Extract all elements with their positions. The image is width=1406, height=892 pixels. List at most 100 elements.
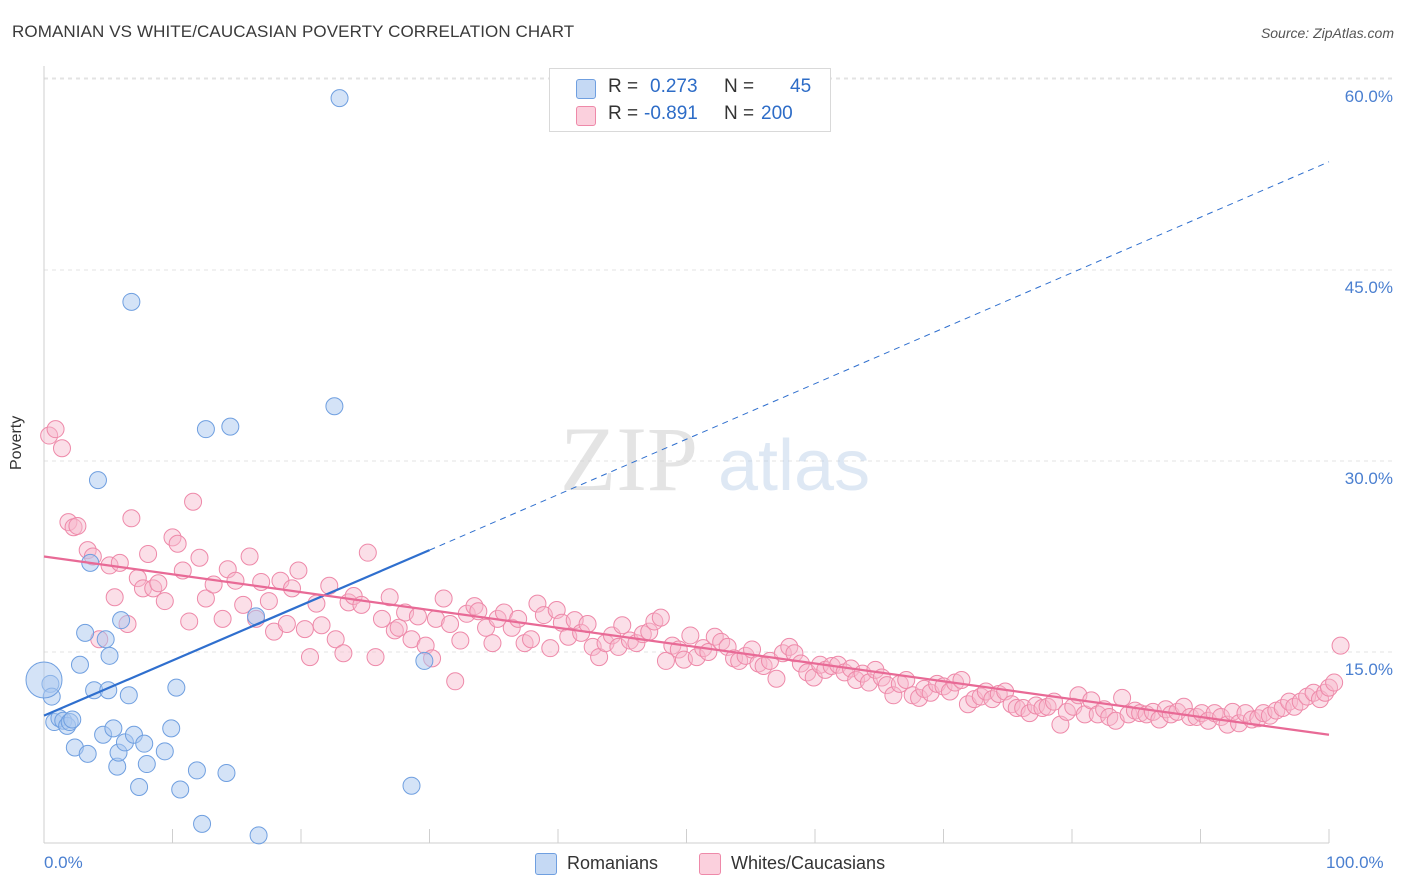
x-tick-max: 100.0% [1326,853,1384,872]
white-caucasian-point [196,589,215,608]
white-caucasian-point [46,420,65,439]
white-caucasian-point [358,543,377,562]
romanian-point [325,397,344,416]
white-caucasian-point [952,671,971,690]
white-caucasian-point [408,607,427,626]
white-caucasian-point [139,544,158,563]
white-caucasian-point [40,426,59,445]
romanian-point [415,651,434,670]
romanian-point [187,761,206,780]
white-caucasian-point [122,509,141,528]
white-caucasian-point [283,579,302,598]
white-caucasian-point [149,574,168,593]
white-caucasian-point [483,634,502,653]
bottom-legend-label: Romanians [567,853,659,873]
watermark-zip: ZIP [560,408,698,510]
legend-swatch-pink [576,106,596,126]
white-caucasian-point [295,620,314,639]
white-caucasian-point [366,648,385,667]
white-caucasian-point [897,671,916,690]
white-caucasian-point [528,594,547,613]
white-caucasian-point [190,548,209,567]
trend-lines [43,161,1330,736]
romanian-point [130,777,149,796]
white-caucasian-point [725,649,744,668]
white-caucasian-point [326,630,345,649]
romanian-point [96,630,115,649]
white-caucasian-point [681,626,700,645]
romanian-point [76,623,95,642]
legend-n-label: N = [724,76,755,97]
romanian-point [122,292,141,311]
romanian-point [119,686,138,705]
legend-n-label: N = [724,103,755,124]
romanian-point [249,826,268,845]
romanian-point [78,744,97,763]
legend-swatch-blue [576,79,596,99]
white-caucasian-point [971,687,990,706]
romanian-point [112,611,131,630]
white-caucasian-point [277,614,296,633]
romanian-point [137,755,156,774]
white-caucasian-point [105,588,124,607]
legend-r-label: R = [608,76,639,97]
white-caucasian-point [541,639,560,658]
white-caucasian-point [213,609,232,628]
legend-r-value: 0.273 [650,76,698,97]
white-caucasian-point [502,618,521,637]
white-caucasian-point [446,672,465,691]
bottom-legend-swatch-blue [535,853,557,875]
white-caucasian-point [509,609,528,628]
white-caucasian-point [180,612,199,631]
romanian-points [25,89,434,845]
white-caucasian-point [656,651,675,670]
white-caucasian-point [578,614,597,633]
white-caucasian-trend-line [43,555,1330,736]
x-tick-min: 0.0% [44,853,83,872]
white-caucasian-point [234,595,253,614]
chart-title: ROMANIAN VS WHITE/CAUCASIAN POVERTY CORR… [12,22,575,41]
white-caucasian-point [289,561,308,580]
white-caucasian-point [240,547,259,566]
watermark: ZIP atlas [560,408,870,510]
white-caucasian-point [144,579,163,598]
white-caucasian-point [613,616,632,635]
white-caucasian-point [451,631,470,650]
romanian-point [162,719,181,738]
legend-r-label: R = [608,103,639,124]
white-caucasian-point [441,614,460,633]
white-caucasian-point [52,439,71,458]
romanian-trend-line [43,549,430,717]
y-tick-label: 15.0% [1344,660,1393,679]
white-caucasian-point [1325,673,1344,692]
bottom-legend-swatch-pink [699,853,721,875]
romanian-point [70,655,89,674]
white-caucasian-point [226,571,245,590]
white-caucasian-point [877,676,896,695]
romanian-point [402,776,421,795]
white-caucasian-point [1320,678,1338,697]
white-caucasian-point [380,588,399,607]
white-caucasian-point [522,630,541,649]
white-caucasian-point [910,688,929,707]
romanian-trend-extension [429,161,1330,551]
legend-r-value: -0.891 [644,103,698,124]
white-caucasian-point [155,592,174,611]
grid-lines [44,77,1393,653]
white-caucasian-point [609,637,628,656]
legend-n-value: 200 [761,103,793,124]
romanian-point [63,710,82,729]
romanian-point [171,780,190,799]
bottom-legend-label: Whites/Caucasians [731,853,886,873]
white-caucasian-point [884,686,903,705]
white-caucasian-point [687,648,706,667]
romanian-point-large [25,661,63,699]
romanian-point [330,89,349,108]
white-caucasian-point [68,516,87,535]
romanian-point [193,814,212,833]
white-caucasian-point [1249,709,1268,728]
romanian-point [155,742,174,761]
y-tick-label: 30.0% [1344,469,1393,488]
white-caucasian-point [59,513,78,532]
watermark-atlas: atlas [718,426,870,506]
